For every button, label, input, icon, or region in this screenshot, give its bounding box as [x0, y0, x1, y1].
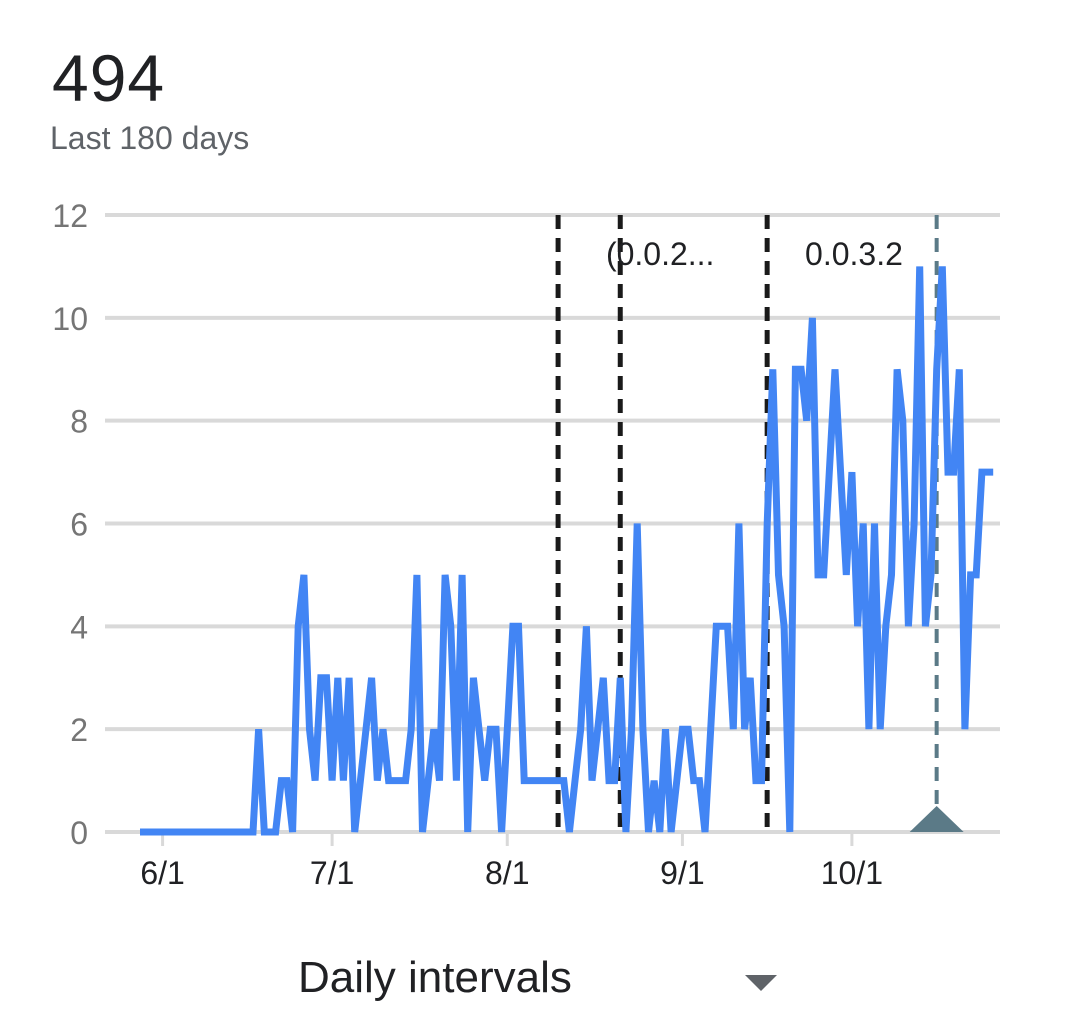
series-line-group — [140, 266, 994, 836]
y-tick-label: 2 — [70, 712, 88, 748]
x-tick-label: 6/1 — [140, 855, 184, 891]
release-marker-label: (0.0.2... — [606, 236, 715, 272]
dropdown-caret-icon — [745, 975, 777, 991]
interval-label: Daily intervals — [298, 953, 572, 1002]
chart-grid — [105, 213, 1000, 834]
y-tick-label: 10 — [52, 301, 88, 337]
x-axis-ticks: 6/1 7/1 8/1 9/1 10/1 — [140, 832, 883, 891]
y-tick-label: 6 — [70, 507, 88, 543]
selected-marker-triangle — [909, 806, 964, 832]
y-tick-label: 8 — [70, 404, 88, 440]
x-tick-label: 9/1 — [660, 855, 704, 891]
interval-dropdown[interactable]: Daily intervals — [290, 945, 790, 1015]
line-chart: 0 2 4 6 8 10 12 6/1 7/1 8/1 9/1 10/1 (0.0.2... 0.0.… — [52, 198, 1000, 891]
series-line — [140, 266, 994, 836]
y-tick-label: 4 — [70, 609, 88, 645]
x-tick-label: 7/1 — [310, 855, 354, 891]
total-count: 494 — [52, 41, 166, 115]
release-marker-label: 0.0.3.2 — [805, 236, 903, 272]
x-tick-label: 10/1 — [821, 855, 883, 891]
period-label: Last 180 days — [50, 120, 250, 156]
y-tick-label: 12 — [52, 198, 88, 234]
y-axis-ticks: 0 2 4 6 8 10 12 — [52, 198, 88, 851]
y-tick-label: 0 — [70, 815, 88, 851]
x-tick-label: 8/1 — [485, 855, 529, 891]
